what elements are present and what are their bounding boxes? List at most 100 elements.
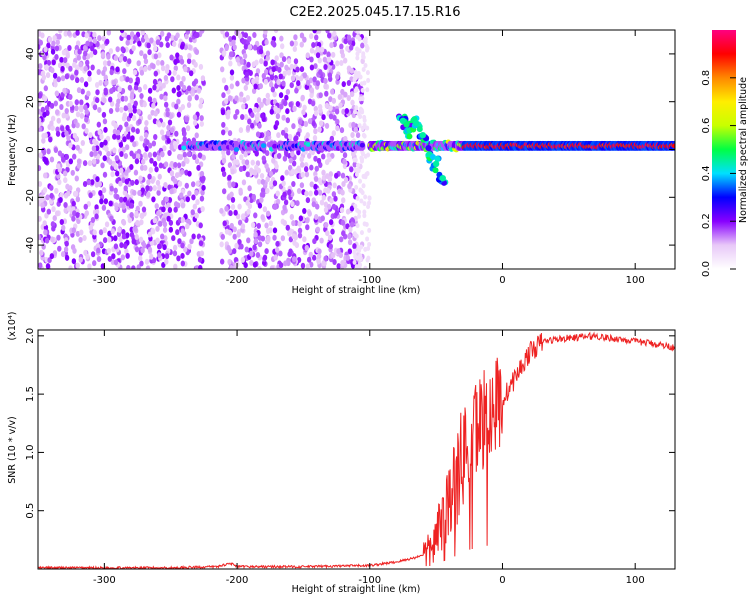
heatmap-noise-cell (75, 40, 81, 47)
heatmap-noise-cell (365, 70, 370, 76)
heatmap-noise-cell (243, 32, 249, 39)
heatmap-noise-cell (127, 84, 133, 91)
heatmap-noise-cell (347, 183, 352, 190)
heatmap-noise-cell (38, 215, 42, 222)
heatmap-noise-cell (264, 136, 269, 143)
heatmap-noise-cell (307, 118, 313, 125)
heatmap-noise-cell (246, 237, 251, 244)
heatmap-noise-cell (77, 48, 82, 55)
chart-title: C2E2.2025.045.17.15.R16 (289, 5, 460, 20)
heatmap-noise-cell (125, 39, 130, 46)
heatmap-noise-cell (334, 209, 340, 216)
heatmap-noise-cell (59, 104, 64, 111)
heatmap-noise-cell (75, 30, 80, 36)
heatmap-noise-cell (113, 55, 119, 62)
heatmap-noise-cell (321, 153, 326, 160)
heatmap-noise-cell (296, 165, 301, 172)
heatmap-noise-cell (89, 151, 94, 158)
heatmap-noise-cell (327, 234, 333, 241)
heatmap-noise-cell (90, 179, 95, 186)
heatmap-noise-cell (330, 152, 335, 159)
heatmap-noise-cell (229, 222, 234, 229)
x-tick-label: -200 (226, 275, 249, 286)
heatmap-noise-cell (342, 152, 348, 159)
heatmap-noise-cell (262, 254, 268, 261)
heatmap-noise-cell (313, 128, 318, 135)
heatmap-noise-cell (55, 126, 60, 133)
heatmap-noise-cell (357, 265, 362, 269)
heatmap-noise-cell (272, 227, 278, 234)
heatmap-noise-cell (367, 195, 372, 201)
heatmap-noise-cell (103, 126, 108, 133)
heatmap-noise-cell (169, 144, 174, 151)
heatmap-noise-cell (147, 49, 152, 56)
heatmap-noise-cell (157, 52, 162, 59)
heatmap-noise-cell (334, 172, 339, 179)
heatmap-noise-cell (366, 77, 371, 83)
heatmap-noise-cell (363, 62, 368, 68)
heatmap-noise-cell (361, 132, 366, 138)
heatmap-noise-cell (147, 152, 153, 159)
colorbar-tick-label: 0.8 (701, 70, 712, 86)
snr-panel: -300 -200 -100 0 100 0.5 1.0 1.5 2.0 Height of … (7, 312, 676, 595)
heatmap-noise-cell (338, 102, 343, 109)
heatmap-noise-cell (221, 49, 227, 56)
heatmap-noise-cell (299, 156, 304, 163)
heatmap-noise-cell (184, 116, 190, 123)
heatmap-noise-cell (313, 110, 319, 117)
heatmap-noise-cell (190, 181, 196, 188)
heatmap-noise-cell (344, 107, 350, 114)
heatmap-noise-cell (326, 203, 332, 210)
heatmap-noise-cell (265, 92, 271, 99)
heatmap-noise-cell (54, 187, 59, 194)
heatmap-noise-cell (120, 95, 125, 102)
heatmap-noise-cell (328, 171, 333, 178)
heatmap-noise-cell (131, 115, 137, 122)
heatmap-noise-cell (176, 111, 182, 118)
heatmap-noise-cell (83, 50, 88, 57)
heatmap-noise-cell (133, 225, 138, 232)
heatmap-noise-cell (253, 231, 258, 238)
heatmap-noise-cell (94, 204, 99, 211)
heatmap-noise-cell (283, 199, 289, 206)
heatmap-noise-cell (50, 124, 55, 131)
heatmap-noise-cell (63, 57, 68, 64)
heatmap-noise-cell (340, 260, 345, 267)
heatmap-noise-cell (278, 92, 284, 99)
heatmap-noise-cell (68, 100, 73, 107)
heatmap-noise-cell (199, 97, 204, 104)
heatmap-noise-cell (153, 70, 159, 77)
heatmap-noise-cell (260, 191, 266, 198)
heatmap-noise-cell (129, 164, 134, 171)
heatmap-noise-cell (52, 250, 58, 257)
heatmap-noise-cell (144, 120, 149, 127)
heatmap-noise-cell (79, 229, 84, 236)
heatmap-noise-cell (150, 177, 155, 184)
heatmap-noise-cell (169, 127, 175, 134)
snr-y-multiplier: (x10⁴) (7, 312, 18, 341)
heatmap-noise-cell (353, 109, 358, 115)
heatmap-noise-cell (360, 190, 365, 196)
heatmap-noise-cell (109, 69, 114, 76)
heatmap-noise-cell (296, 80, 301, 87)
heatmap-noise-cell (147, 142, 153, 149)
heatmap-noise-cell (297, 227, 303, 234)
heatmap-noise-cell (134, 234, 139, 241)
heatmap-noise-cell (335, 60, 340, 67)
heatmap-noise-cell (138, 236, 144, 243)
heatmap-noise-cell (60, 251, 66, 258)
heatmap-noise-cell (62, 87, 67, 94)
heatmap-noise-cell (152, 78, 158, 85)
heatmap-noise-cell (53, 147, 59, 154)
heatmap-noise-cell (190, 209, 195, 216)
heatmap-noise-cell (54, 109, 60, 116)
heatmap-noise-cell (122, 112, 127, 119)
heatmap-noise-cell (264, 163, 269, 170)
heatmap-noise-cell (257, 241, 263, 248)
heatmap-noise-cell (237, 238, 242, 245)
heatmap-noise-cell (131, 126, 136, 133)
heatmap-noise-cell (261, 72, 267, 79)
heatmap-noise-cell (99, 141, 104, 148)
heatmap-noise-cell (245, 171, 250, 178)
heatmap-noise-cell (346, 34, 352, 41)
